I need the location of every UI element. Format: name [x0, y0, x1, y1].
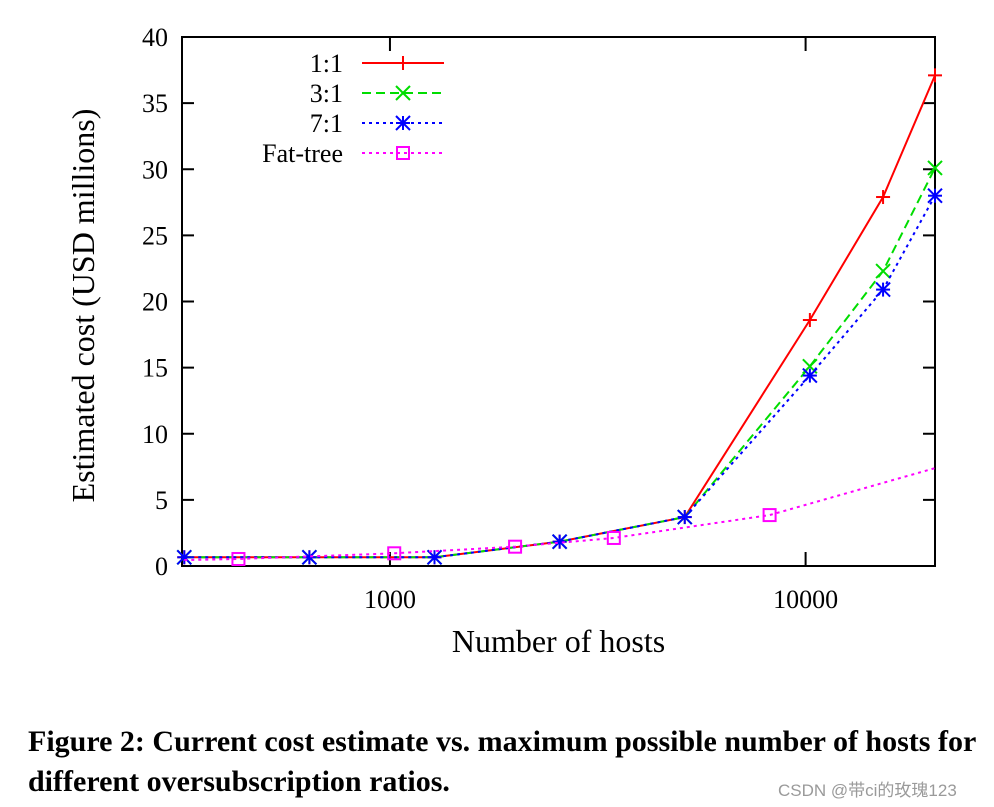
legend-marker — [396, 146, 410, 160]
legend-label: 3:1 — [310, 79, 343, 108]
square-mark — [606, 530, 621, 545]
square-mark — [762, 508, 777, 523]
chart: 0 5 10 15 20 25 30 35 40 1000 10000 Number of hosts… — [65, 23, 943, 659]
y-tick-label: 15 — [142, 354, 168, 383]
asterisk-mark — [395, 115, 411, 131]
asterisk-mark — [875, 281, 891, 298]
data-point-7:1 — [802, 367, 818, 384]
data-point-Fat-tree — [762, 508, 777, 523]
data-point-1:1 — [928, 68, 942, 83]
data-point-Fat-tree — [508, 539, 523, 554]
data-point-1:1 — [802, 313, 817, 328]
asterisk-mark — [176, 549, 192, 565]
asterisk-mark — [426, 549, 443, 565]
x-mark — [927, 160, 943, 176]
data-point-Fat-tree — [231, 551, 246, 566]
data-point-7:1 — [176, 549, 192, 565]
data-point-Fat-tree — [387, 546, 402, 561]
data-point-7:1 — [875, 281, 891, 298]
legend-label: Fat-tree — [262, 139, 343, 168]
asterisk-mark — [927, 187, 943, 204]
square-mark — [508, 539, 523, 554]
data-point-3:1 — [927, 160, 943, 176]
y-tick-label: 5 — [155, 486, 168, 515]
asterisk-mark — [802, 367, 818, 384]
series-line-3:1 — [184, 167, 936, 559]
x-mark — [395, 85, 411, 101]
data-point-3:1 — [875, 263, 891, 279]
y-tick-label: 10 — [142, 420, 168, 449]
data-point-7:1 — [927, 187, 943, 204]
asterisk-mark — [551, 533, 568, 550]
y-axis-label: Estimated cost (USD millions) — [65, 109, 101, 503]
y-tick-label: 30 — [142, 155, 168, 184]
asterisk-mark — [301, 549, 318, 565]
data-point-1:1 — [876, 190, 891, 205]
x-tick-label: 1000 — [364, 585, 416, 614]
y-tick-label: 40 — [142, 23, 168, 52]
legend-marker — [395, 85, 411, 101]
legend-marker — [396, 56, 410, 70]
x-tick-label: 10000 — [773, 585, 838, 614]
asterisk-mark — [677, 509, 693, 525]
data-point-Fat-tree — [606, 530, 621, 545]
square-mark — [396, 146, 410, 160]
data-point-7:1 — [677, 509, 693, 525]
square-mark — [387, 546, 402, 561]
series-line-Fat-tree — [184, 467, 936, 562]
data-point-7:1 — [426, 549, 443, 565]
watermark: CSDN @带ci的玫瑰123 — [778, 781, 957, 800]
legend-label: 7:1 — [310, 109, 343, 138]
square-mark — [231, 551, 246, 566]
x-axis-label: Number of hosts — [452, 623, 665, 659]
legend-label: 1:1 — [310, 49, 343, 78]
y-tick-label: 25 — [142, 221, 168, 250]
series-line-7:1 — [184, 195, 936, 559]
y-tick-label: 20 — [142, 288, 168, 317]
y-tick-label: 35 — [142, 89, 168, 118]
x-mark — [875, 263, 891, 279]
legend-marker — [395, 115, 411, 131]
figure-caption: Figure 2: Current cost estimate vs. maxi… — [28, 725, 976, 798]
data-point-7:1 — [551, 533, 568, 550]
y-tick-label: 0 — [155, 552, 168, 581]
